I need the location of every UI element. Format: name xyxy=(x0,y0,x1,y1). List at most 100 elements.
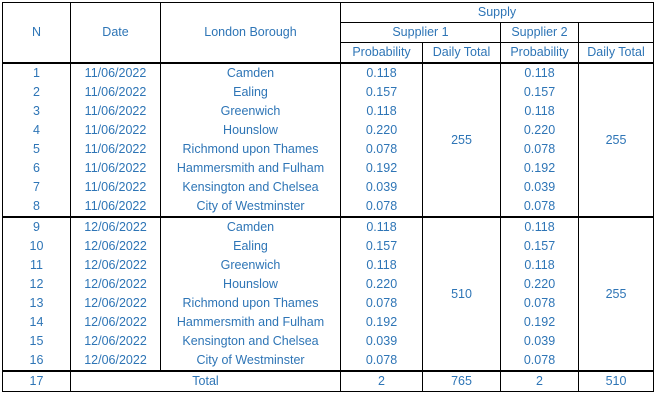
cell-n: 8 xyxy=(2,197,71,218)
cell-s2-probability: 0.039 xyxy=(500,178,579,197)
cell-s2-probability: 0.078 xyxy=(500,197,579,218)
cell-n: 5 xyxy=(2,140,71,159)
cell-date: 12/06/2022 xyxy=(70,256,161,275)
cell-borough: Hounslow xyxy=(160,275,341,294)
cell-borough: Camden xyxy=(160,216,341,237)
cell-s2-daily-total: 255 xyxy=(578,216,654,372)
cell-borough: Hammersmith and Fulham xyxy=(160,313,341,332)
cell-date: 12/06/2022 xyxy=(70,216,161,237)
cell-borough: Camden xyxy=(160,62,341,83)
table-row: 6 11/06/2022 Hammersmith and Fulham 0.192 0.… xyxy=(2,159,654,178)
table-row: 1 11/06/2022 Camden 0.118 255 0.118 255 xyxy=(2,62,654,218)
cell-date: 12/06/2022 xyxy=(70,294,161,313)
cell-s2-probability: 0.078 xyxy=(500,351,579,372)
cell-n: 15 xyxy=(2,332,71,351)
cell-date: 12/06/2022 xyxy=(70,313,161,332)
cell-s2-probability: 0.220 xyxy=(500,121,579,140)
cell-n: 16 xyxy=(2,351,71,372)
cell-s1-probability: 0.039 xyxy=(340,178,423,197)
cell-n: 4 xyxy=(2,121,71,140)
cell-n: 7 xyxy=(2,178,71,197)
cell-s1-probability: 0.192 xyxy=(340,159,423,178)
cell-s1-probability: 0.157 xyxy=(340,237,423,256)
cell-s2-probability: 0.078 xyxy=(500,140,579,159)
header-supplier-1: Supplier 1 xyxy=(340,22,501,43)
cell-n: 11 xyxy=(2,256,71,275)
table-row: 7 11/06/2022 Kensington and Chelsea 0.039 0.… xyxy=(2,178,654,197)
header-blank xyxy=(578,22,654,43)
total-s2-probability: 2 xyxy=(500,370,579,392)
cell-s2-probability: 0.039 xyxy=(500,332,579,351)
cell-s2-probability: 0.192 xyxy=(500,313,579,332)
cell-date: 12/06/2022 xyxy=(70,237,161,256)
total-label: Total xyxy=(70,370,341,392)
cell-s1-probability: 0.078 xyxy=(340,294,423,313)
cell-borough: Richmond upon Thames xyxy=(160,140,341,159)
cell-date: 11/06/2022 xyxy=(70,121,161,140)
total-s1-probability: 2 xyxy=(340,370,423,392)
cell-n: 2 xyxy=(2,83,71,102)
cell-date: 11/06/2022 xyxy=(70,159,161,178)
cell-borough: Ealing xyxy=(160,237,341,256)
header-supply: Supply xyxy=(340,2,654,23)
cell-s2-probability: 0.118 xyxy=(500,102,579,121)
cell-s1-probability: 0.220 xyxy=(340,121,423,140)
cell-s1-probability: 0.078 xyxy=(340,351,423,372)
cell-n: 13 xyxy=(2,294,71,313)
cell-n: 6 xyxy=(2,159,71,178)
cell-s2-probability: 0.192 xyxy=(500,159,579,178)
cell-s1-probability: 0.078 xyxy=(340,140,423,159)
cell-borough: Greenwich xyxy=(160,256,341,275)
cell-date: 12/06/2022 xyxy=(70,275,161,294)
header-s2-daily-total: Daily Total xyxy=(578,42,654,64)
header-s1-probability: Probability xyxy=(340,42,423,64)
cell-s1-probability: 0.118 xyxy=(340,256,423,275)
header-s1-daily-total: Daily Total xyxy=(422,42,501,64)
cell-s2-probability: 0.078 xyxy=(500,294,579,313)
cell-s1-probability: 0.078 xyxy=(340,197,423,218)
cell-borough: Ealing xyxy=(160,83,341,102)
cell-s1-probability: 0.118 xyxy=(340,62,423,83)
cell-s2-probability: 0.118 xyxy=(500,62,579,83)
cell-n: 3 xyxy=(2,102,71,121)
table-row: 16 12/06/2022 City of Westminster 0.078 0.07… xyxy=(2,351,654,372)
table-row: 11 12/06/2022 Greenwich 0.118 0.118 xyxy=(2,256,654,275)
cell-s2-probability: 0.157 xyxy=(500,83,579,102)
cell-s1-daily-total: 255 xyxy=(422,62,501,218)
table-row: 15 12/06/2022 Kensington and Chelsea 0.039 0… xyxy=(2,332,654,351)
header-row-1: N Date London Borough Supply xyxy=(2,2,654,64)
table-row: 10 12/06/2022 Ealing 0.157 0.157 xyxy=(2,237,654,256)
table-row: 14 12/06/2022 Hammersmith and Fulham 0.192 0… xyxy=(2,313,654,332)
cell-n: 14 xyxy=(2,313,71,332)
table-row: 13 12/06/2022 Richmond upon Thames 0.078 0.0… xyxy=(2,294,654,313)
cell-borough: Kensington and Chelsea xyxy=(160,332,341,351)
cell-s1-probability: 0.039 xyxy=(340,332,423,351)
header-borough: London Borough xyxy=(160,2,341,64)
cell-date: 11/06/2022 xyxy=(70,197,161,218)
cell-date: 12/06/2022 xyxy=(70,332,161,351)
header-s2-probability: Probability xyxy=(500,42,579,64)
cell-n: 1 xyxy=(2,62,71,83)
cell-date: 11/06/2022 xyxy=(70,102,161,121)
header-n: N xyxy=(2,2,71,64)
cell-n: 12 xyxy=(2,275,71,294)
cell-s2-probability: 0.157 xyxy=(500,237,579,256)
table-row: 3 11/06/2022 Greenwich 0.118 0.118 xyxy=(2,102,654,121)
cell-date: 11/06/2022 xyxy=(70,178,161,197)
cell-borough: City of Westminster xyxy=(160,197,341,218)
table-row: 5 11/06/2022 Richmond upon Thames 0.078 0.07… xyxy=(2,140,654,159)
table-row: 2 11/06/2022 Ealing 0.157 0.157 xyxy=(2,83,654,102)
cell-borough: Richmond upon Thames xyxy=(160,294,341,313)
table-row: 12 12/06/2022 Hounslow 0.220 0.220 xyxy=(2,275,654,294)
cell-borough: Greenwich xyxy=(160,102,341,121)
cell-s2-probability: 0.118 xyxy=(500,256,579,275)
total-s2-daily-total: 510 xyxy=(578,370,654,392)
header-row-3: Probability Daily Total Probability Dail… xyxy=(3,42,654,64)
cell-date: 11/06/2022 xyxy=(70,83,161,102)
cell-borough: Hammersmith and Fulham xyxy=(160,159,341,178)
cell-s2-probability: 0.118 xyxy=(500,216,579,237)
cell-s1-probability: 0.118 xyxy=(340,102,423,121)
cell-s1-daily-total: 510 xyxy=(422,216,501,372)
header-row-2: Supplier 1 Supplier 2 xyxy=(3,22,654,43)
total-n: 17 xyxy=(2,370,71,392)
